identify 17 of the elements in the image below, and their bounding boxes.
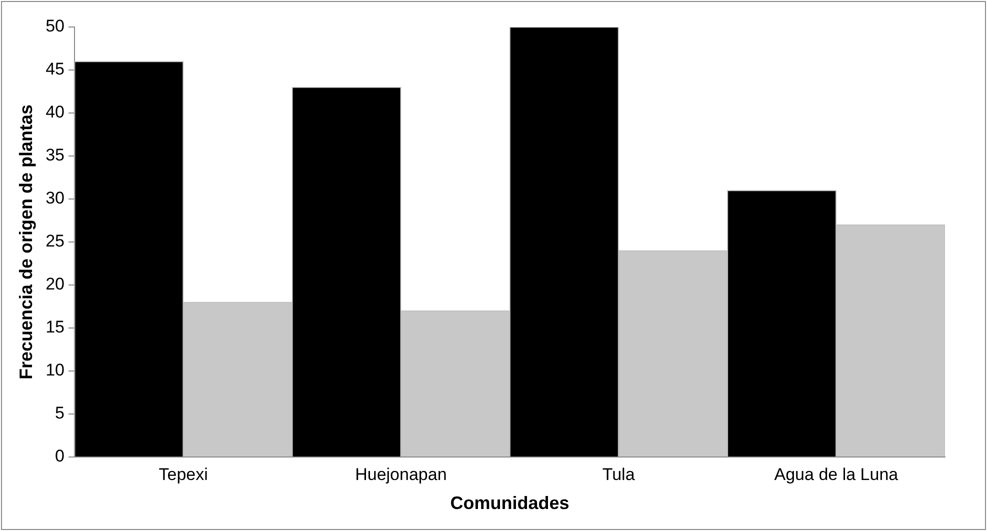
y-axis-title: Frecuencia de origen de plantas [16, 104, 36, 380]
y-tick-label: 15 [46, 318, 65, 337]
y-tick-label: 50 [46, 16, 65, 36]
x-axis-title: Comunidades [450, 493, 570, 514]
y-tick-label: 30 [46, 188, 65, 208]
x-tick-label: Huejonapan [355, 464, 447, 484]
x-tick-label: Tepexi [158, 464, 208, 484]
y-tick-label: 40 [46, 102, 65, 122]
x-tick-label: Agua de la Luna [774, 464, 899, 484]
y-tick-label: 25 [46, 232, 65, 251]
y-tick-label: 10 [46, 360, 65, 380]
y-tick-label: 5 [55, 404, 65, 423]
x-tick-label: Tula [602, 464, 636, 484]
y-tick-label: 20 [46, 274, 65, 294]
y-tick-label: 0 [55, 446, 65, 466]
y-tick-label: 45 [46, 60, 65, 79]
y-tick-label: 35 [46, 146, 65, 165]
